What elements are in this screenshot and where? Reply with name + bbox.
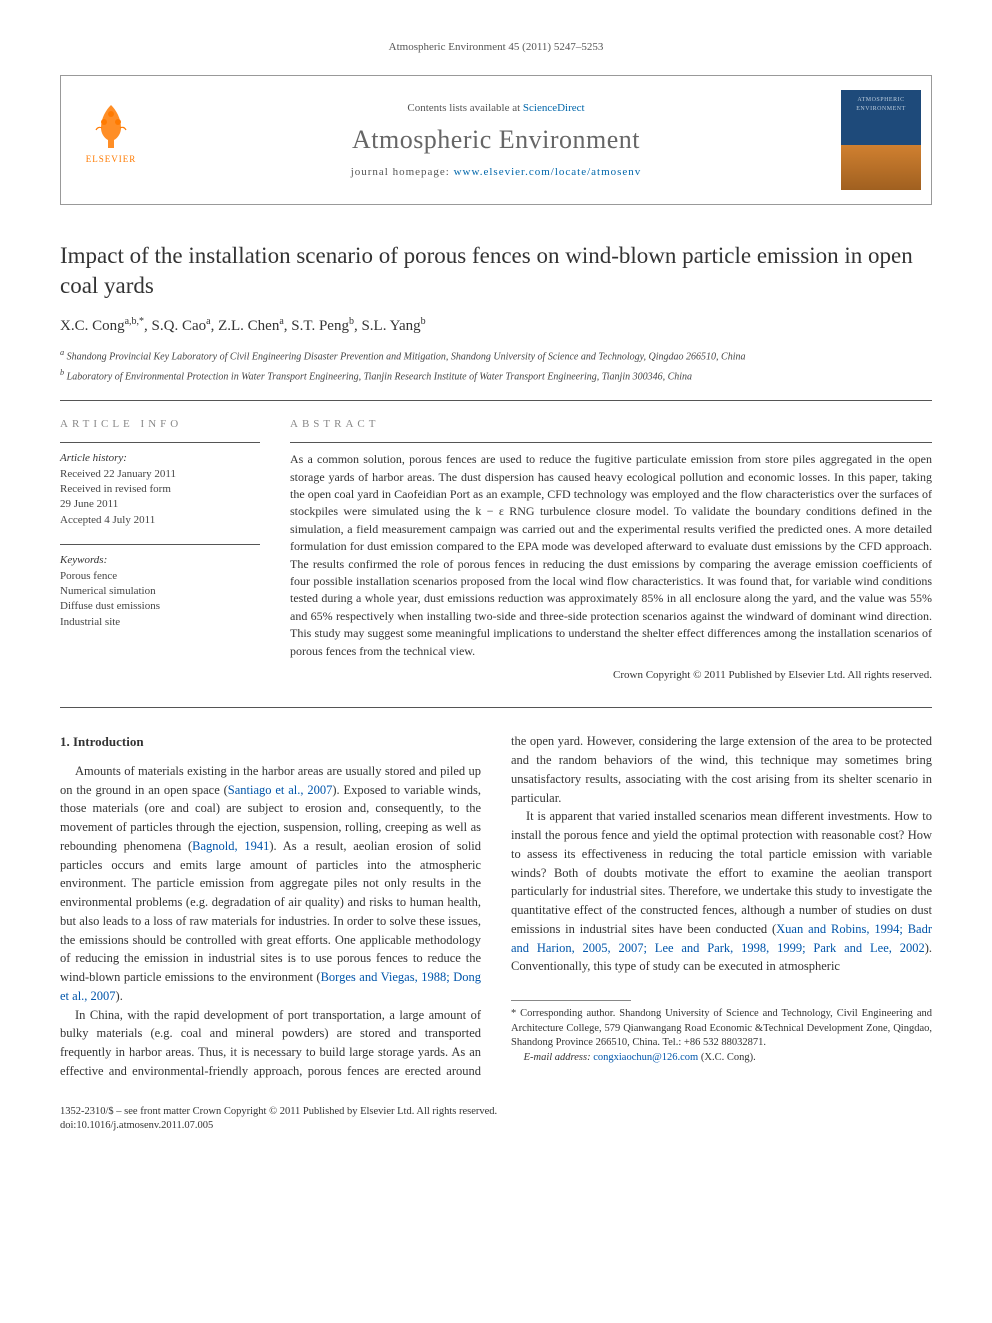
info-abstract-row: ARTICLE INFO Article history: Received 2…: [60, 417, 932, 683]
keyword-1: Porous fence: [60, 569, 260, 584]
author-2: S.Q. Cao: [152, 318, 207, 334]
homepage-url[interactable]: www.elsevier.com/locate/atmosenv: [454, 166, 642, 178]
journal-cover-thumbnail: ATMOSPHERIC ENVIRONMENT: [841, 90, 921, 190]
keywords-block: Keywords: Porous fence Numerical simulat…: [60, 553, 260, 630]
abstract-heading: ABSTRACT: [290, 417, 932, 432]
sep: ,: [144, 318, 152, 334]
para-1c: ). As a result, aeolian erosion of solid…: [60, 839, 481, 966]
sep: ,: [211, 318, 219, 334]
keyword-3: Diffuse dust emissions: [60, 599, 260, 614]
cover-text-2: ENVIRONMENT: [856, 105, 906, 113]
corr-label: * Corresponding author.: [511, 1008, 615, 1019]
author-4: S.T. Peng: [291, 318, 349, 334]
author-1-affil: a,b,*: [125, 316, 144, 327]
author-5: S.L. Yang: [361, 318, 420, 334]
article-info-column: ARTICLE INFO Article history: Received 2…: [60, 417, 260, 683]
divider-top: [60, 400, 932, 401]
elsevier-tree-icon: [86, 100, 136, 150]
corresponding-author-footnote: * Corresponding author. Shandong Univers…: [511, 1007, 932, 1051]
corr-email[interactable]: congxiaochun@126.com: [593, 1052, 698, 1063]
keyword-2: Numerical simulation: [60, 584, 260, 599]
revised-date-1: Received in revised form: [60, 482, 260, 497]
divider-bottom: [60, 707, 932, 708]
contents-prefix: Contents lists available at: [407, 102, 520, 114]
cover-thumb-box: ATMOSPHERIC ENVIRONMENT: [831, 76, 931, 204]
para-2b: ).: [116, 989, 123, 1003]
masthead-center: Contents lists available at ScienceDirec…: [161, 76, 831, 204]
contents-available-line: Contents lists available at ScienceDirec…: [407, 101, 584, 116]
revised-date-2: 29 June 2011: [60, 497, 260, 512]
publisher-name: ELSEVIER: [86, 153, 137, 166]
sciencedirect-link[interactable]: ScienceDirect: [523, 102, 585, 114]
info-divider-1: [60, 442, 260, 443]
author-1: X.C. Cong: [60, 318, 125, 334]
author-5-affil: b: [421, 316, 426, 327]
homepage-label: journal homepage:: [351, 166, 450, 178]
journal-homepage-line: journal homepage: www.elsevier.com/locat…: [351, 165, 642, 180]
para-4: It is apparent that varied installed sce…: [511, 807, 932, 976]
affiliation-b: b Laboratory of Environmental Protection…: [60, 367, 932, 384]
cite-santiago[interactable]: Santiago et al., 2007: [228, 783, 333, 797]
abstract-divider: [290, 442, 932, 443]
article-info-heading: ARTICLE INFO: [60, 417, 260, 432]
para-4a: It is apparent that varied installed sce…: [511, 809, 932, 936]
affiliation-b-text: Laboratory of Environmental Protection i…: [67, 371, 692, 382]
abstract-text: As a common solution, porous fences are …: [290, 451, 932, 660]
para-1: Amounts of materials existing in the har…: [60, 762, 481, 1006]
publisher-logo-box: ELSEVIER: [61, 76, 161, 204]
keywords-label: Keywords:: [60, 553, 260, 568]
footnote-rule: [511, 1000, 631, 1001]
accepted-date: Accepted 4 July 2011: [60, 513, 260, 528]
keyword-4: Industrial site: [60, 615, 260, 630]
journal-title: Atmospheric Environment: [352, 122, 640, 158]
email-owner: (X.C. Cong).: [698, 1052, 755, 1063]
article-history-block: Article history: Received 22 January 201…: [60, 451, 260, 528]
affiliation-a-text: Shandong Provincial Key Laboratory of Ci…: [67, 352, 746, 363]
abstract-column: ABSTRACT As a common solution, porous fe…: [290, 417, 932, 683]
section-1-heading: 1. Introduction: [60, 732, 481, 752]
email-footnote: E-mail address: congxiaochun@126.com (X.…: [511, 1051, 932, 1066]
author-3: Z.L. Chen: [218, 318, 279, 334]
abstract-copyright: Crown Copyright © 2011 Published by Else…: [290, 668, 932, 683]
running-head: Atmospheric Environment 45 (2011) 5247–5…: [60, 40, 932, 55]
author-list: X.C. Conga,b,*, S.Q. Caoa, Z.L. Chena, S…: [60, 315, 932, 337]
journal-masthead: ELSEVIER Contents lists available at Sci…: [60, 75, 932, 205]
info-divider-2: [60, 544, 260, 545]
affiliation-a: a Shandong Provincial Key Laboratory of …: [60, 347, 932, 364]
body-two-column: 1. Introduction Amounts of materials exi…: [60, 732, 932, 1080]
front-matter-line: 1352-2310/$ – see front matter Crown Cop…: [60, 1105, 932, 1120]
email-label: E-mail address:: [524, 1052, 591, 1063]
doi-line: doi:10.1016/j.atmosenv.2011.07.005: [60, 1119, 932, 1134]
received-date: Received 22 January 2011: [60, 467, 260, 482]
elsevier-logo: ELSEVIER: [76, 100, 146, 180]
cover-text-1: ATMOSPHERIC: [857, 96, 904, 104]
article-history-label: Article history:: [60, 451, 260, 466]
cite-bagnold[interactable]: Bagnold, 1941: [192, 839, 269, 853]
article-title: Impact of the installation scenario of p…: [60, 241, 932, 301]
